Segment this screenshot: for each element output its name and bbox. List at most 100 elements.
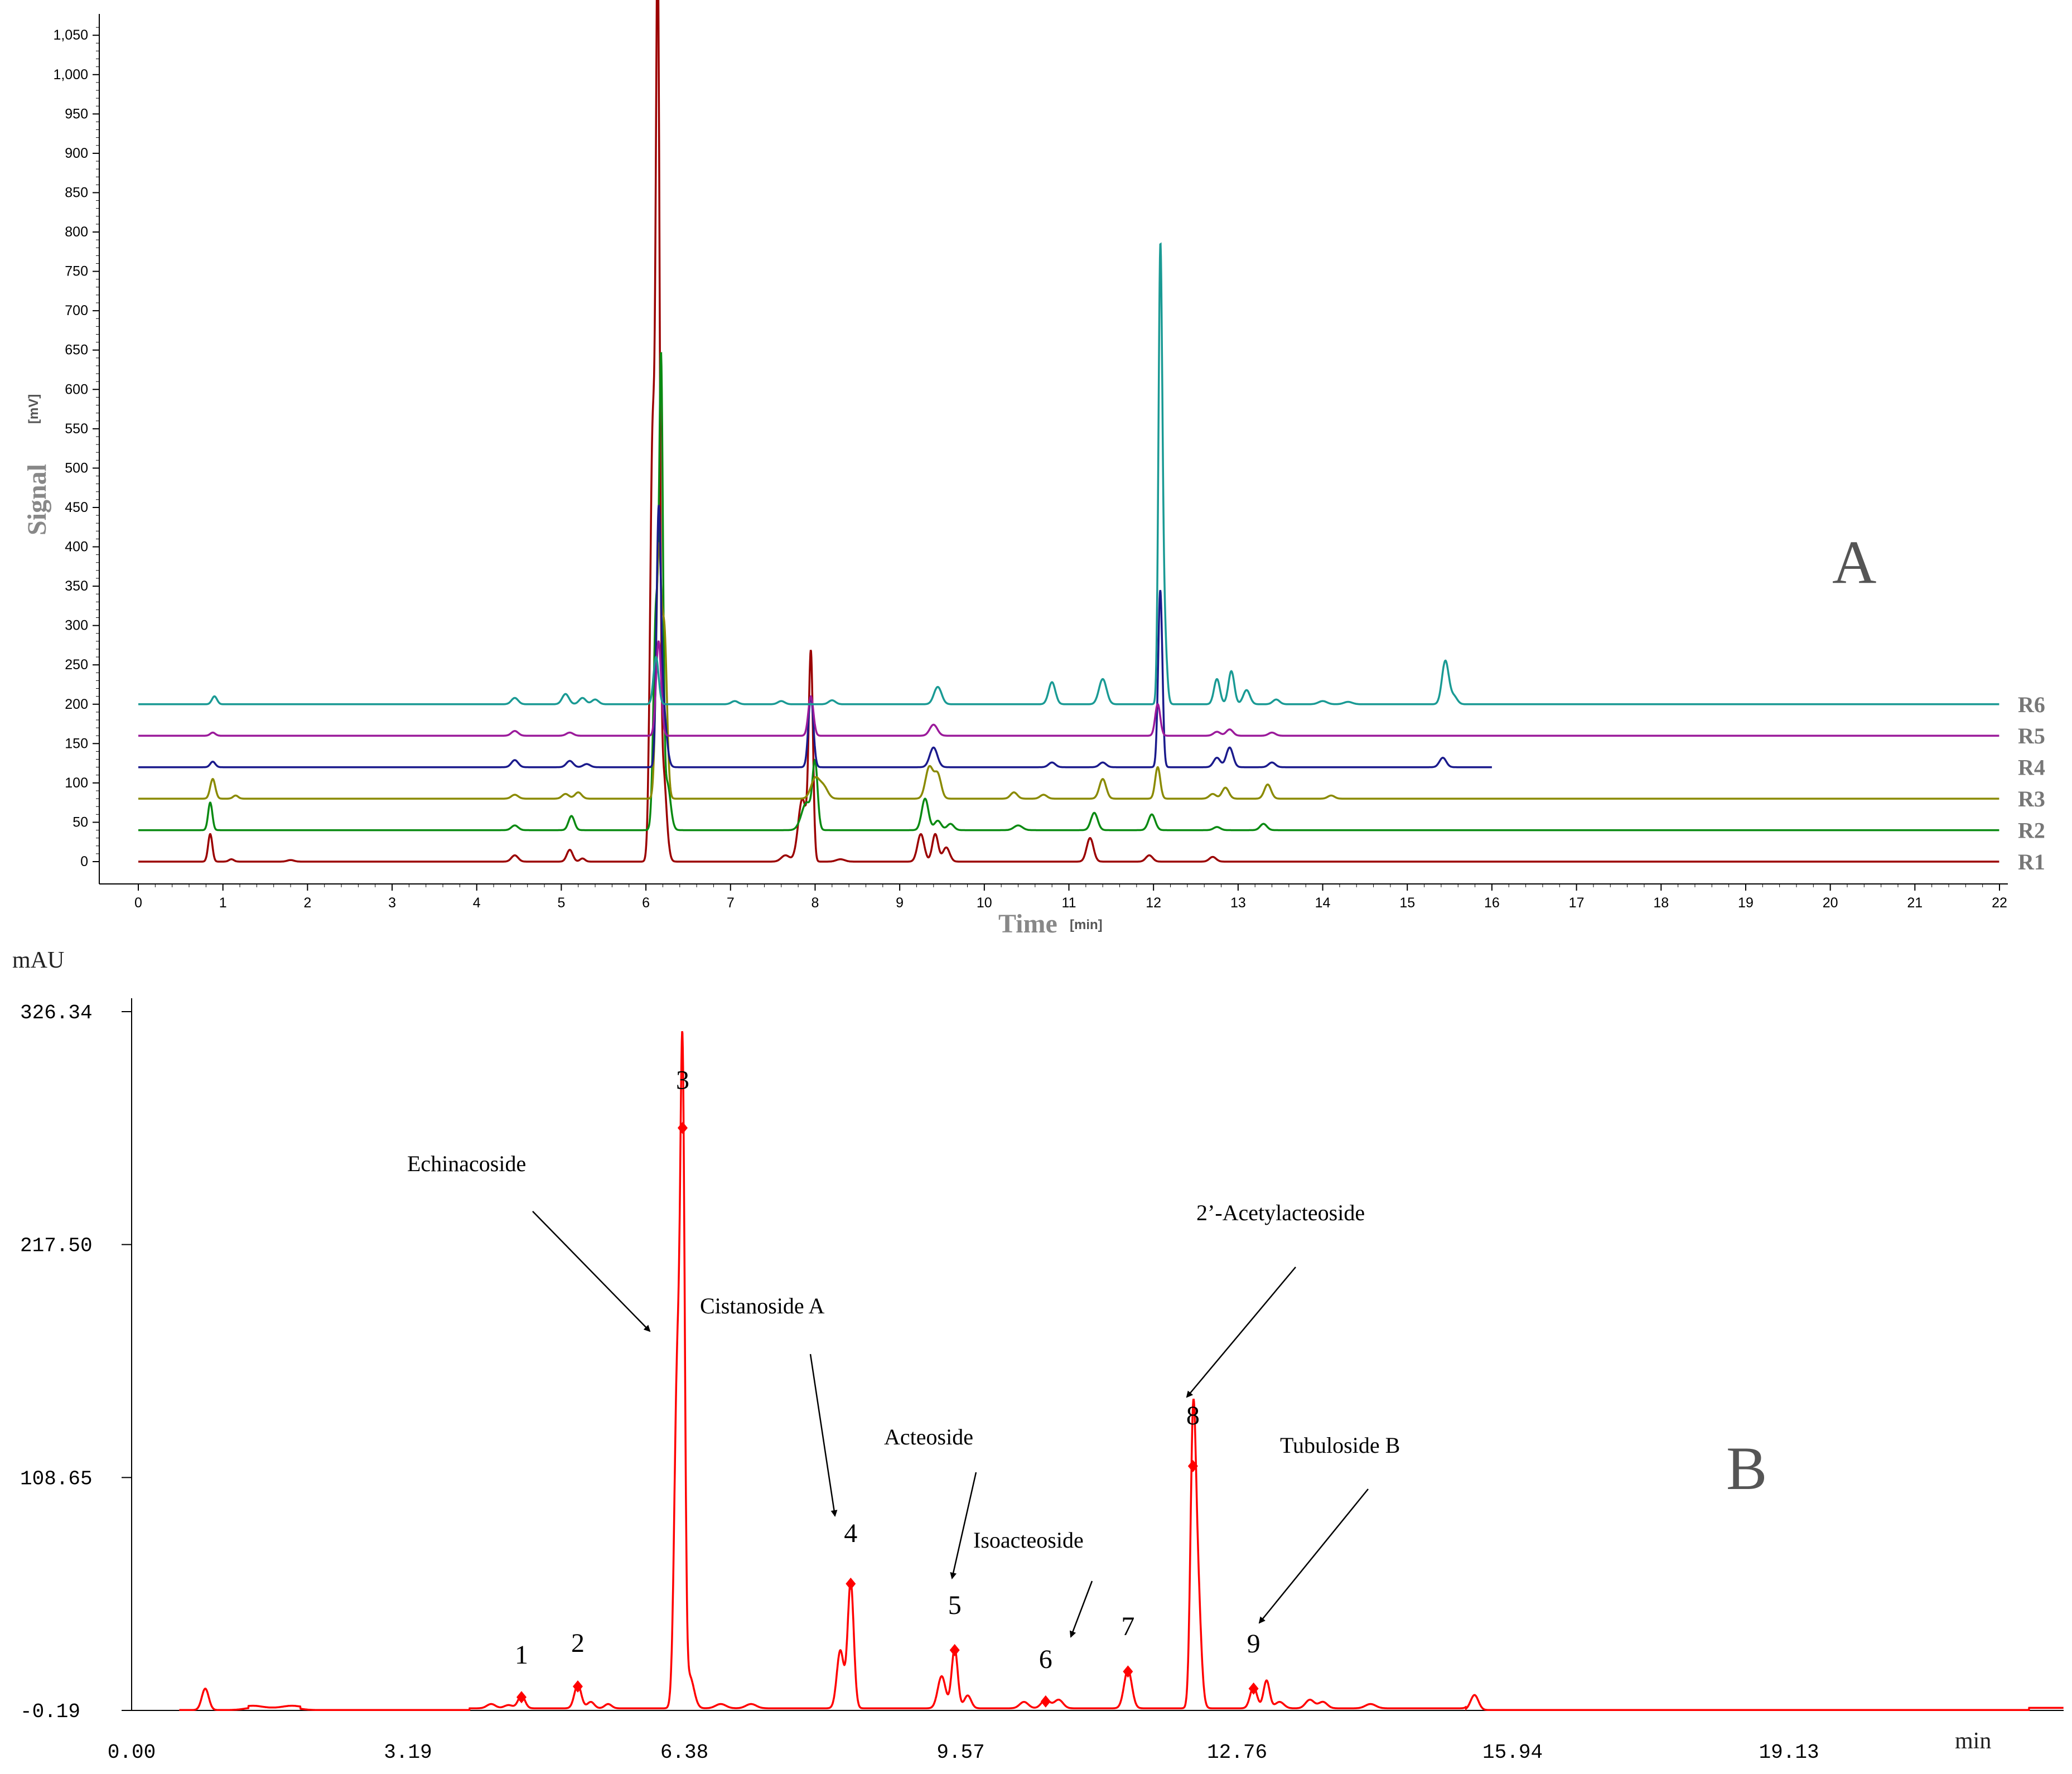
panel-a-x-tick-label: 4 [473, 895, 481, 911]
panel-a-x-axis-unit: [min] [1070, 917, 1103, 932]
panel-a-chromatogram-overlay: 0 1 2 3 4 5 6 7 8 9 10 11 12 13 14 15 16 17 18 19 20 21 220501… [22, 0, 2045, 939]
annotation-arrow-3 [532, 1211, 651, 1332]
panel-a-series-label-r1: R1 [2018, 849, 2045, 874]
panel-a-y-tick-label: 550 [65, 421, 88, 437]
peak-marker-6 [1040, 1695, 1051, 1708]
panel-a-x-tick-label: 17 [1569, 895, 1585, 911]
panel-a-y-tick-label: 750 [65, 264, 88, 279]
panel-a-y-axis-unit: [mV] [26, 394, 41, 424]
annotation-arrow-6 [1069, 1580, 1093, 1638]
panel-b-x-tick-label: 15.94 [1482, 1741, 1543, 1764]
annotation-arrow-5 [950, 1472, 977, 1579]
panel-b-chromatogram: 0.00 3.19 6.38 9.57 12.76 15.94 19.13 -0.19 108.… [12, 948, 2064, 1764]
panel-a-x-tick-label: 20 [1823, 895, 1838, 911]
panel-b-x-tick-label: 0.00 [108, 1741, 156, 1764]
annotation-label-4: Cistanoside A [700, 1293, 824, 1318]
peak-number-6: 6 [1039, 1645, 1052, 1674]
panel-a-x-tick-label: 2 [303, 895, 311, 911]
panel-a-x-tick-label: 10 [977, 895, 992, 911]
panel-a-x-tick-label: 9 [896, 895, 904, 911]
panel-a-y-tick-label: 900 [65, 146, 88, 161]
peak-number-4: 4 [844, 1519, 857, 1548]
panel-b-axes [131, 998, 2064, 1711]
panel-a-series-r5-line [138, 640, 1999, 737]
peak-marker-3 [677, 1122, 688, 1134]
panel-a-series-label-r2: R2 [2018, 818, 2045, 843]
panel-a-y-tick-label: 150 [65, 736, 88, 751]
panel-a-x-tick-label: 3 [388, 895, 396, 911]
annotation-label-9: Tubuloside B [1280, 1433, 1400, 1458]
panel-a-y-tick-label: 350 [65, 578, 88, 594]
panel-a-y-tick-label: 950 [65, 106, 88, 122]
panel-a-series-r4-line [138, 505, 1492, 768]
panel-b-peak-markers: 1 2 3 4 5 6 7 8 9 [515, 1066, 1260, 1708]
panel-b-x-tick-label: 9.57 [936, 1741, 984, 1764]
panel-a-letter: A [1832, 528, 1876, 596]
panel-a-series-r3-line [138, 542, 1999, 800]
panel-a-y-tick-label: 1,000 [53, 67, 88, 83]
panel-a-series-labels: R1 R2 R3 R4 R5 R6 [2018, 692, 2045, 874]
panel-a-y-tick-label: 600 [65, 381, 88, 397]
peak-number-5: 5 [948, 1591, 962, 1620]
panel-a-x-tick-label: 5 [557, 895, 565, 911]
panel-b-x-tick-label: 3.19 [384, 1741, 432, 1764]
annotation-label-5: Acteoside [884, 1424, 973, 1449]
panel-a-series [138, 0, 1999, 863]
annotation-label-8: 2’-Acetylacteoside [1196, 1200, 1365, 1225]
peak-number-8: 8 [1186, 1401, 1200, 1430]
peak-number-2: 2 [571, 1628, 585, 1658]
peak-marker-8 [1187, 1459, 1198, 1472]
panel-a-series-label-r4: R4 [2018, 755, 2045, 780]
annotation-arrow-9 [1258, 1488, 1369, 1624]
panel-a-series-label-r5: R5 [2018, 723, 2045, 748]
panel-a-x-tick-label: 6 [642, 895, 650, 911]
peak-marker-1 [516, 1691, 527, 1704]
panel-a-y-tick-label: 700 [65, 303, 88, 318]
panel-a-x-tick-label: 16 [1484, 895, 1500, 911]
panel-b-series-line [179, 1031, 2064, 1712]
annotation-arrow-4 [809, 1354, 838, 1517]
panel-a-x-tick-label: 7 [727, 895, 735, 911]
peak-marker-5 [949, 1644, 960, 1656]
peak-marker-2 [572, 1680, 583, 1693]
panel-a-y-tick-label: 50 [73, 814, 88, 830]
peak-number-3: 3 [676, 1066, 689, 1095]
panel-b-x-axis-title: min [1955, 1728, 1991, 1754]
panel-a-y-tick-label: 800 [65, 224, 88, 240]
peak-number-1: 1 [515, 1640, 528, 1670]
panel-b-x-tick-label: 6.38 [660, 1741, 708, 1764]
annotation-label-6: Isoacteoside [973, 1528, 1084, 1553]
annotation-arrow-8 [1186, 1267, 1296, 1398]
panel-a-y-tick-label: 300 [65, 618, 88, 634]
panel-a-y-tick-label: 1,050 [53, 27, 88, 43]
panel-a-x-tick-label: 15 [1399, 895, 1415, 911]
panel-a-x-tick-label: 8 [812, 895, 819, 911]
peak-marker-7 [1123, 1665, 1133, 1678]
panel-b-x-tick-label: 19.13 [1759, 1741, 1819, 1764]
panel-a-y-tick-label: 0 [80, 854, 88, 869]
panel-a-y-tick-label: 500 [65, 460, 88, 476]
panel-a-x-tick-label: 22 [1992, 895, 2007, 911]
panel-a-y-tick-label: 650 [65, 342, 88, 358]
panel-a-series-r2-line [138, 352, 1999, 832]
panel-a-x-tick-label: 18 [1653, 895, 1669, 911]
panel-a-y-tick-label: 850 [65, 185, 88, 200]
panel-b-y-axis-title: mAU [12, 948, 64, 973]
peak-number-7: 7 [1121, 1612, 1134, 1641]
panel-b-annotations: Echinacoside Cistanoside A Acteoside Isoact… [407, 1151, 1400, 1638]
panel-a-y-tick-label: 200 [65, 697, 88, 712]
panel-a-ticks: 0 1 2 3 4 5 6 7 8 9 10 11 12 13 14 15 16 17 18 19 20 21 220501… [53, 27, 2007, 911]
peak-number-9: 9 [1247, 1629, 1260, 1659]
peak-marker-4 [846, 1577, 856, 1590]
panel-b-x-tick-label: 12.76 [1207, 1741, 1267, 1764]
panel-a-x-tick-label: 14 [1315, 895, 1331, 911]
panel-b-ticks: 0.00 3.19 6.38 9.57 12.76 15.94 19.13 -0.19 108.… [20, 1002, 1819, 1764]
panel-b-y-tick-label: -0.19 [20, 1700, 80, 1723]
panel-b-y-tick-label: 108.65 [20, 1467, 93, 1490]
panel-a-x-tick-label: 13 [1230, 895, 1246, 911]
panel-b-y-tick-label: 217.50 [20, 1235, 93, 1258]
annotation-label-3: Echinacoside [407, 1151, 526, 1176]
panel-a-x-tick-label: 19 [1738, 895, 1754, 911]
panel-a-x-tick-label: 11 [1062, 895, 1076, 911]
